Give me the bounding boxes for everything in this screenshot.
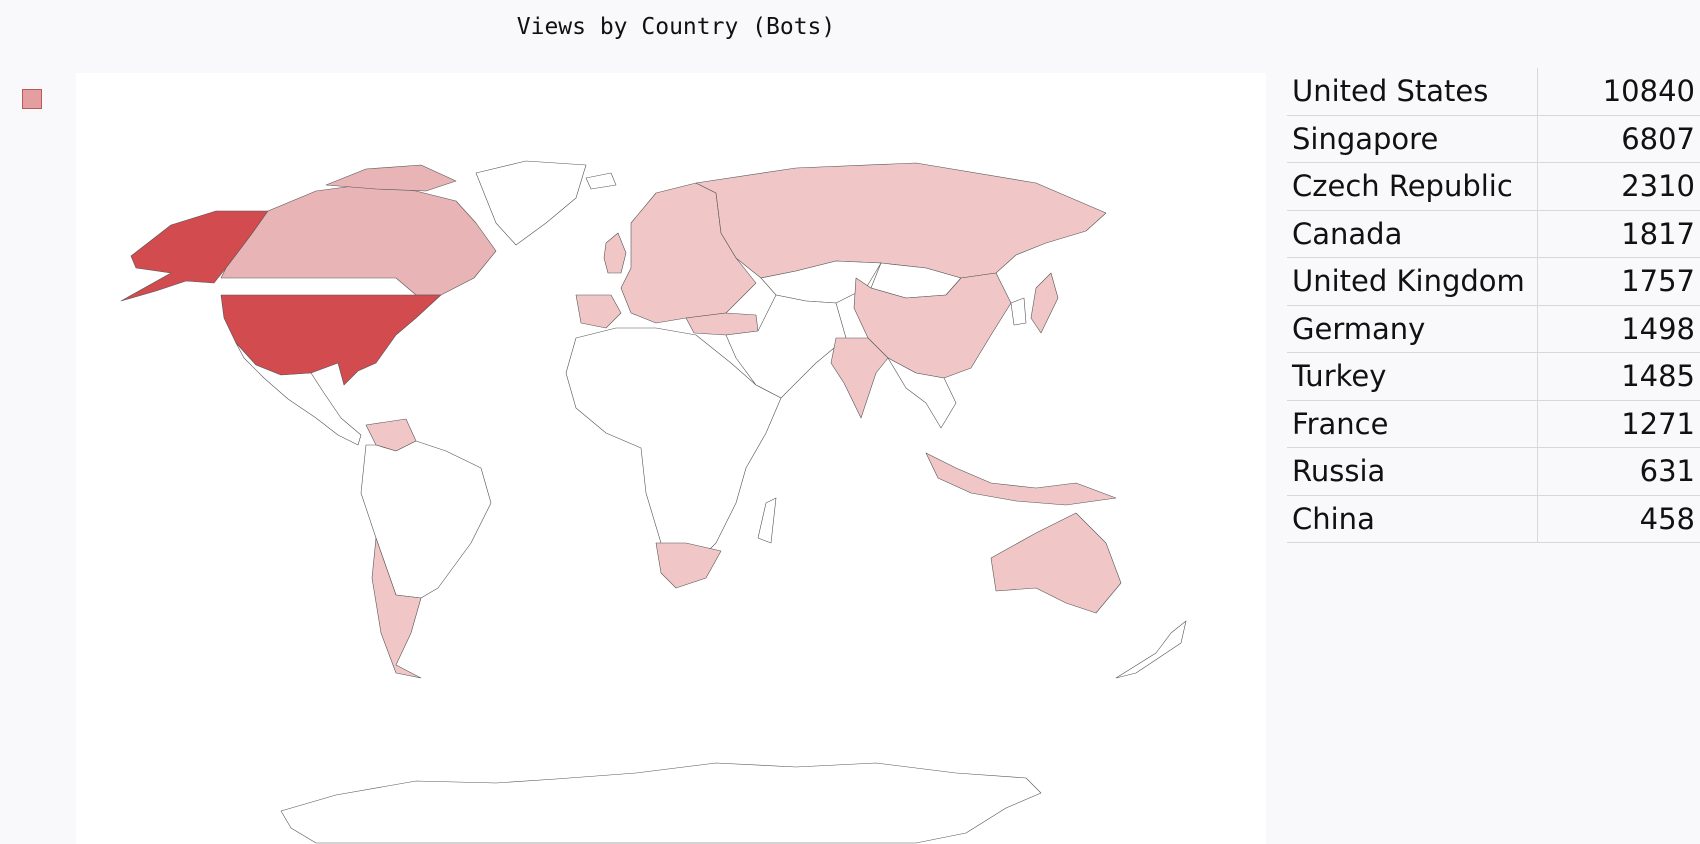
region-canada <box>220 184 497 296</box>
country-name: China <box>1287 495 1538 543</box>
view-count: 1485 <box>1537 352 1700 401</box>
country-name: Germany <box>1287 305 1538 353</box>
table-row: Singapore 6807 <box>1287 115 1700 163</box>
region-iberia <box>575 294 622 329</box>
table-row: Turkey 1485 <box>1287 352 1700 401</box>
country-name: Russia <box>1287 447 1538 496</box>
country-name: United States <box>1287 68 1538 116</box>
world-map-svg <box>120 160 1187 844</box>
region-canada-islands <box>325 164 457 192</box>
table-row: Russia 631 <box>1287 447 1700 496</box>
country-name: Czech Republic <box>1287 162 1538 211</box>
country-name: Turkey <box>1287 352 1538 401</box>
view-count: 10840 <box>1537 68 1700 116</box>
view-count: 2310 <box>1537 162 1700 211</box>
region-new-zealand <box>1115 620 1187 679</box>
country-name: France <box>1287 400 1538 448</box>
region-africa <box>565 327 782 574</box>
region-indonesia <box>925 452 1117 506</box>
table-row: France 1271 <box>1287 400 1700 448</box>
region-greenland <box>475 160 587 246</box>
table-row: United States 10840 <box>1287 68 1700 116</box>
region-iceland <box>585 172 617 190</box>
region-united-states <box>220 294 442 386</box>
legend-swatch <box>22 89 42 109</box>
view-count: 1757 <box>1537 257 1700 306</box>
chart-title: Views by Country (Bots) <box>516 14 836 40</box>
country-name: Canada <box>1287 210 1538 258</box>
region-india <box>830 337 889 419</box>
region-alaska <box>120 210 269 302</box>
view-count: 1817 <box>1537 210 1700 258</box>
region-russia <box>695 162 1107 279</box>
view-count: 1498 <box>1537 305 1700 353</box>
region-mexico <box>235 342 362 446</box>
region-madagascar <box>757 497 777 544</box>
view-count: 6807 <box>1537 115 1700 163</box>
country-views-table: United States 10840 Singapore 6807 Czech… <box>1287 68 1700 543</box>
region-southeast-asia <box>887 357 957 429</box>
world-map <box>76 73 1266 844</box>
country-name: United Kingdom <box>1287 257 1538 306</box>
view-count: 458 <box>1537 495 1700 543</box>
region-japan <box>1030 272 1059 334</box>
region-korea <box>1010 297 1027 326</box>
region-south-africa <box>655 542 722 589</box>
table-row: United Kingdom 1757 <box>1287 257 1700 306</box>
view-count: 631 <box>1537 447 1700 496</box>
table-row: Germany 1498 <box>1287 305 1700 353</box>
country-name: Singapore <box>1287 115 1538 163</box>
view-count: 1271 <box>1537 400 1700 448</box>
region-united-kingdom <box>603 232 627 274</box>
table-row: Canada 1817 <box>1287 210 1700 258</box>
region-antarctica <box>280 762 1042 844</box>
table-row: Czech Republic 2310 <box>1287 162 1700 211</box>
region-argentina <box>371 537 422 679</box>
table-row: China 458 <box>1287 495 1700 543</box>
region-australia <box>990 512 1122 614</box>
